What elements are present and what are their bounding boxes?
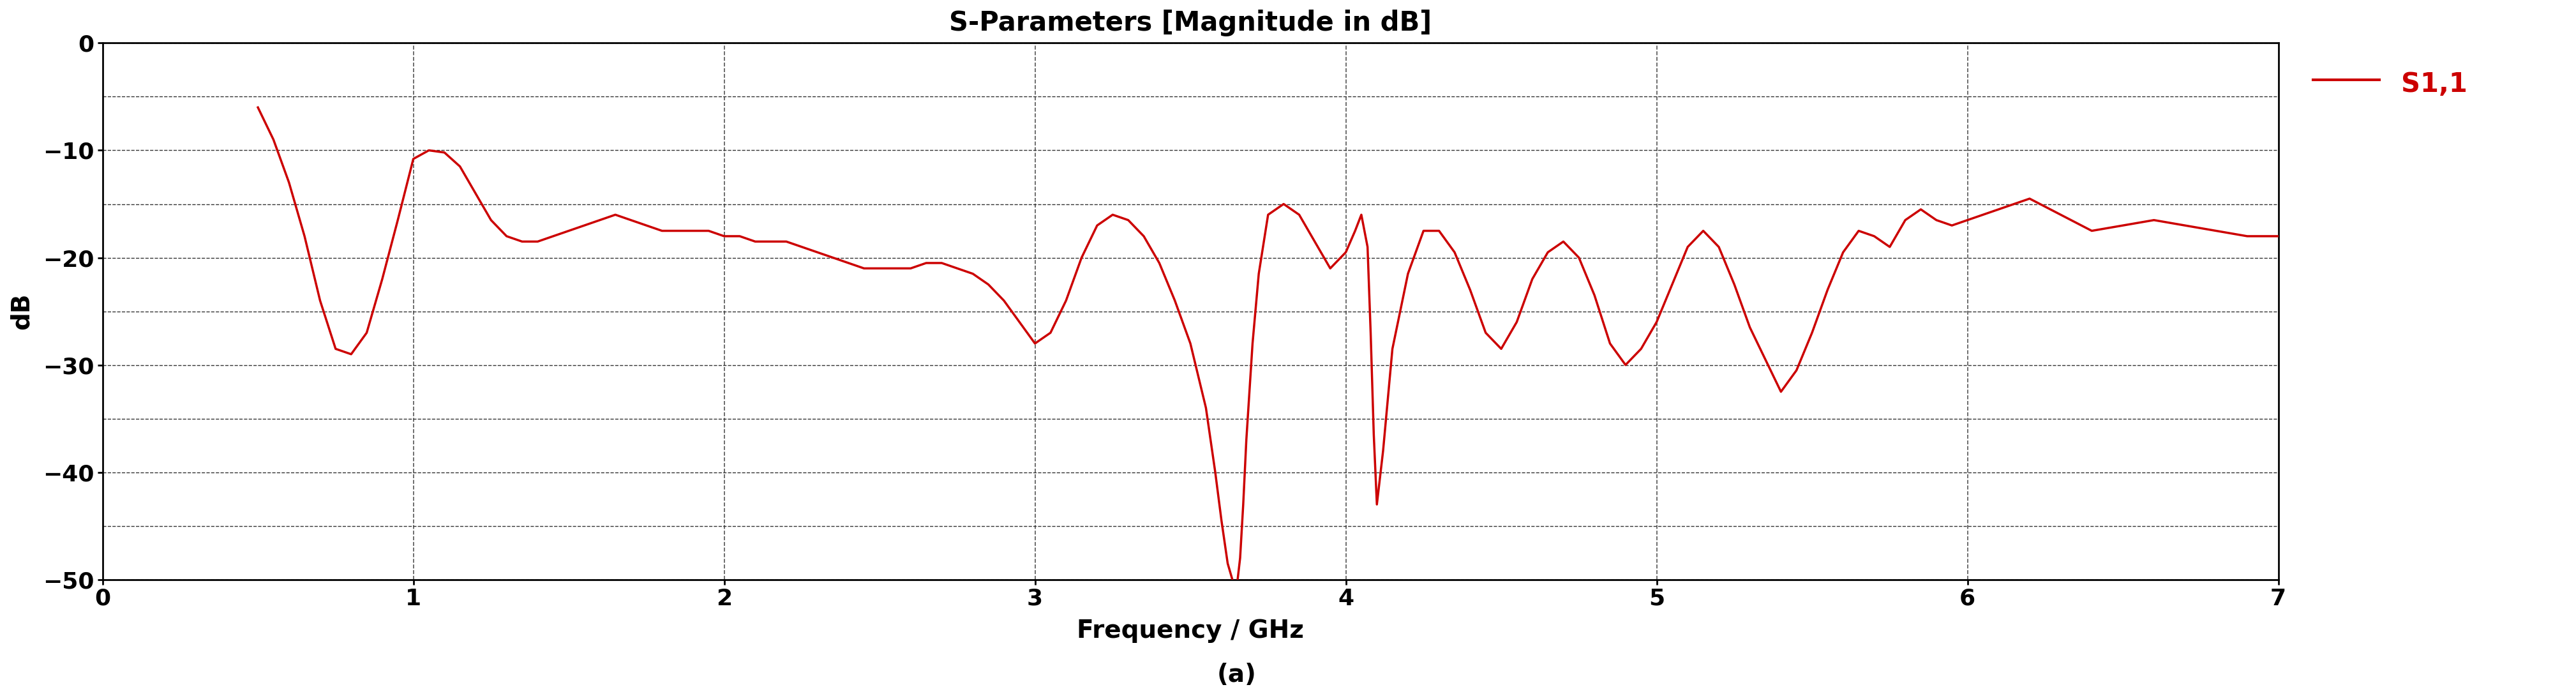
Y-axis label: dB: dB (10, 293, 33, 330)
Line: S1,1: S1,1 (258, 108, 2277, 585)
S1,1 (2045, 210, 2076, 219)
S1,1 (242, 103, 273, 112)
S1,1 (2138, 216, 2169, 224)
S1,1 (2262, 232, 2293, 240)
Legend: S1,1: S1,1 (2303, 56, 2478, 110)
Text: (a): (a) (1216, 663, 1257, 687)
S1,1 (381, 216, 412, 224)
S1,1 (1218, 581, 1249, 589)
X-axis label: Frequency / GHz: Frequency / GHz (1077, 618, 1303, 643)
Title: S-Parameters [Magnitude in dB]: S-Parameters [Magnitude in dB] (948, 10, 1432, 36)
S1,1 (1486, 345, 1517, 353)
S1,1 (1368, 447, 1399, 455)
S1,1 (1422, 227, 1453, 235)
